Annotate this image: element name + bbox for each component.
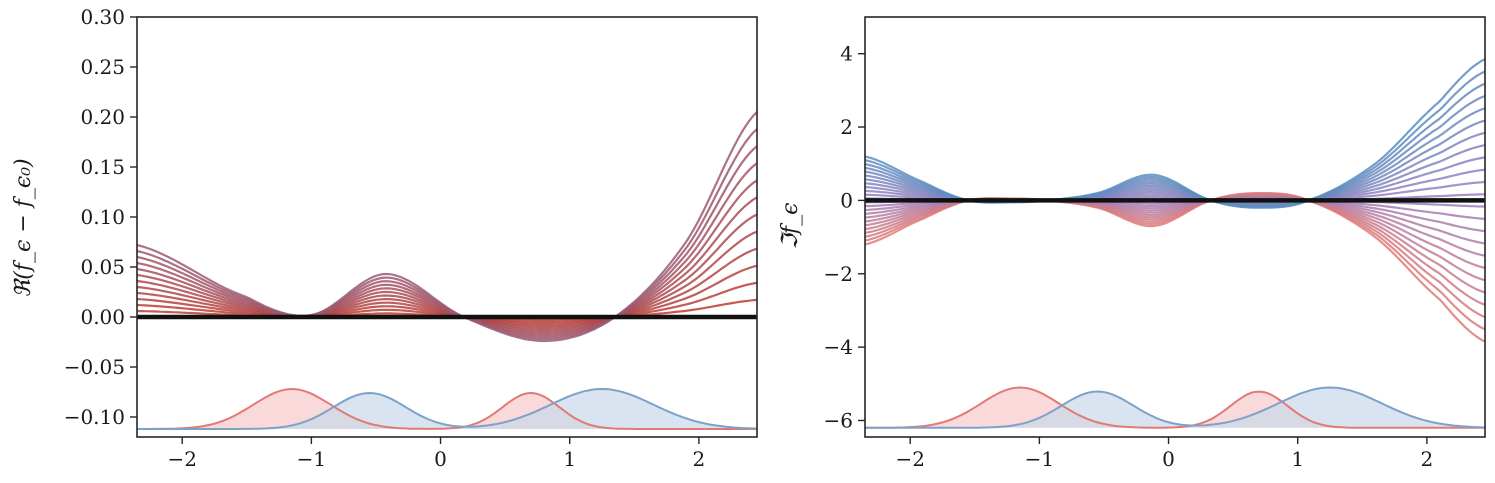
right-y-tick-label: −4 bbox=[824, 335, 853, 359]
left-density-blue-line bbox=[137, 387, 758, 430]
left-y-tick-label: 0.05 bbox=[80, 255, 125, 279]
left-y-tick-label: 0.10 bbox=[80, 205, 125, 229]
right-density-fills bbox=[865, 387, 1485, 428]
right-x-tick-label: −2 bbox=[895, 447, 924, 471]
left-y-tick-label: 0.30 bbox=[80, 5, 125, 29]
left-density-red-fill bbox=[137, 389, 757, 429]
right-x-ticks: −2 −1 0 1 2 bbox=[895, 437, 1433, 471]
left-density-red-line bbox=[137, 387, 757, 430]
left-y-tick-label: 0.15 bbox=[80, 155, 125, 179]
right-density-blue-fill bbox=[865, 387, 1485, 428]
left-curve-11 bbox=[136, 111, 758, 343]
right-y-ticks: −6 −4 −2 0 2 4 bbox=[824, 42, 865, 432]
left-x-tick-label: −2 bbox=[167, 447, 196, 471]
left-curve-family bbox=[136, 111, 758, 343]
right-x-tick-label: 1 bbox=[1291, 447, 1304, 471]
left-x-tick-label: −1 bbox=[297, 447, 326, 471]
right-density-red-fill bbox=[865, 387, 1485, 428]
right-y-tick-label: 4 bbox=[840, 42, 853, 66]
right-y-axis-label: ℑf_ϵ bbox=[778, 203, 803, 250]
left-density-lines bbox=[137, 387, 758, 430]
right-y-tick-label: 2 bbox=[840, 115, 853, 139]
right-y-tick-label: −6 bbox=[824, 408, 853, 432]
left-y-axis-label: ℜ(f_ϵ − f_ϵ₀) bbox=[11, 158, 36, 297]
right-density-lines bbox=[865, 386, 1486, 429]
left-density-fills bbox=[137, 389, 757, 429]
right-x-tick-label: 0 bbox=[1162, 447, 1175, 471]
left-y-tick-label: 0.25 bbox=[80, 55, 125, 79]
right-y-tick-label: 0 bbox=[840, 188, 853, 212]
left-y-ticks: −0.10 −0.05 0.00 0.05 0.10 0.15 0.20 0.25 0.30 bbox=[64, 5, 137, 429]
left-x-tick-label: 2 bbox=[693, 447, 706, 471]
left-y-tick-label: −0.10 bbox=[64, 405, 125, 429]
left-panel: −2 −1 0 1 2 −0.10 −0.05 0.00 0.05 0.10 0.15 0.20 0.… bbox=[11, 5, 758, 471]
left-density-blue-fill bbox=[137, 389, 757, 429]
right-axes-frame bbox=[864, 16, 1486, 438]
left-axes-frame bbox=[136, 16, 758, 438]
left-x-ticks: −2 −1 0 1 2 bbox=[167, 437, 705, 471]
right-x-tick-label: −1 bbox=[1025, 447, 1054, 471]
right-y-tick-label: −2 bbox=[824, 262, 853, 286]
right-x-tick-label: 2 bbox=[1421, 447, 1434, 471]
left-y-tick-label: −0.05 bbox=[64, 355, 125, 379]
left-x-tick-label: 0 bbox=[434, 447, 447, 471]
right-density-blue-line bbox=[865, 386, 1486, 429]
left-y-tick-label: 0.00 bbox=[80, 305, 125, 329]
right-density-red-line bbox=[865, 386, 1485, 429]
left-y-tick-label: 0.20 bbox=[80, 105, 125, 129]
left-x-tick-label: 1 bbox=[563, 447, 576, 471]
right-panel: −2 −1 0 1 2 −6 −4 −2 0 2 4 ℑf_ϵ bbox=[778, 16, 1486, 471]
